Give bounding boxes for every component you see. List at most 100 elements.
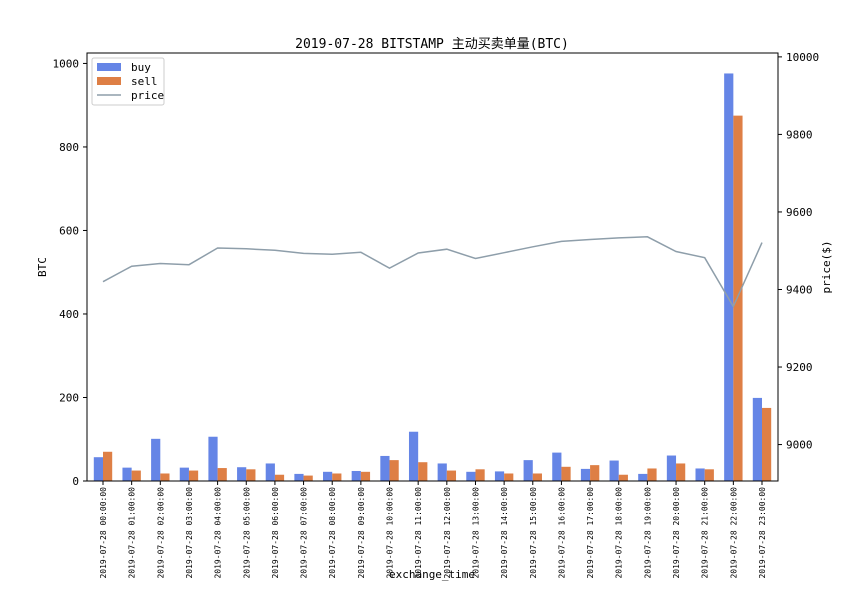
chart-title: 2019-07-28 BITSTAMP 主动买卖单量(BTC) xyxy=(295,37,569,52)
bar-sell xyxy=(446,470,457,481)
bar-sell xyxy=(131,470,141,481)
legend-label-buy: buy xyxy=(131,61,151,74)
bar-sell xyxy=(418,462,428,481)
bars-layer xyxy=(93,73,772,482)
x-tick-label: 2019-07-28 18:00:00 xyxy=(615,487,624,579)
y-tick-label: 0 xyxy=(72,475,79,488)
y2-tick-label: 9600 xyxy=(786,206,813,219)
bar-sell xyxy=(532,473,542,481)
bar-buy xyxy=(151,438,161,481)
x-tick-label: 2019-07-28 22:00:00 xyxy=(729,487,738,579)
x-axis-label: exchange_time xyxy=(389,568,475,581)
bar-buy xyxy=(437,463,447,481)
bar-buy xyxy=(237,467,247,481)
price-line xyxy=(102,236,763,309)
legend-swatch-sell xyxy=(97,77,121,85)
x-tick-label: 2019-07-28 06:00:00 xyxy=(271,487,280,579)
bar-buy xyxy=(179,467,189,481)
y2-tick-label: 9200 xyxy=(786,361,813,374)
bar-sell xyxy=(504,473,514,481)
bar-sell xyxy=(303,475,313,481)
bar-buy xyxy=(93,457,103,481)
bar-buy xyxy=(208,436,218,481)
bar-sell xyxy=(590,465,600,481)
bar-sell xyxy=(103,451,113,481)
x-tick-label: 2019-07-28 10:00:00 xyxy=(386,487,395,579)
bar-sell xyxy=(647,468,657,481)
bar-buy xyxy=(265,463,275,481)
bar-buy xyxy=(552,452,562,481)
x-tick-label: 2019-07-28 07:00:00 xyxy=(300,487,309,579)
bar-buy xyxy=(323,471,333,481)
bar-buy xyxy=(351,470,361,481)
bar-buy xyxy=(466,471,476,481)
x-tick-label: 2019-07-28 16:00:00 xyxy=(557,487,566,579)
bar-buy xyxy=(666,455,677,481)
y2-tick-label: 9400 xyxy=(786,283,813,296)
x-tick-label: 2019-07-28 14:00:00 xyxy=(500,487,509,579)
y-tick-label: 200 xyxy=(59,391,79,404)
x-tick-label: 2019-07-28 00:00:00 xyxy=(99,487,108,579)
y-axis-label: BTC xyxy=(36,257,49,277)
bar-sell xyxy=(246,469,256,481)
bar-buy xyxy=(494,471,505,481)
y-tick-label: 800 xyxy=(59,141,79,154)
bar-sell xyxy=(389,460,399,481)
bar-buy xyxy=(122,467,132,481)
bar-buy xyxy=(752,397,762,481)
x-tick-label: 2019-07-28 12:00:00 xyxy=(443,487,452,579)
bar-sell xyxy=(360,471,371,481)
x-tick-label: 2019-07-28 04:00:00 xyxy=(214,487,223,579)
bar-sell xyxy=(217,468,227,481)
x-tick-label: 2019-07-28 01:00:00 xyxy=(128,487,137,579)
legend-label-sell: sell xyxy=(131,75,158,88)
bar-sell xyxy=(733,115,743,481)
x-tick-label: 2019-07-28 02:00:00 xyxy=(156,487,165,579)
bar-sell xyxy=(274,474,285,481)
x-tick-label: 2019-07-28 09:00:00 xyxy=(357,487,366,579)
legend: buy sell price xyxy=(91,57,165,106)
bar-buy xyxy=(724,73,734,482)
bar-buy xyxy=(294,473,304,481)
price-line-layer xyxy=(102,236,763,309)
bar-sell xyxy=(618,474,628,481)
bar-sell xyxy=(704,469,714,481)
bar-sell xyxy=(332,473,342,481)
y2-axis-label: price($) xyxy=(820,241,833,294)
bar-buy xyxy=(638,473,648,481)
x-tick-label: 2019-07-28 15:00:00 xyxy=(529,487,538,579)
y2-tick-label: 9800 xyxy=(786,128,813,141)
bar-sell xyxy=(160,473,170,481)
bar-buy xyxy=(580,468,591,481)
legend-swatch-buy xyxy=(97,63,121,71)
y-tick-label: 600 xyxy=(59,224,79,237)
bar-sell xyxy=(188,470,199,481)
y2-tick-label: 9000 xyxy=(786,439,813,452)
x-tick-labels: 2019-07-28 00:00:00 2019-07-28 01:00:00 20… xyxy=(99,481,767,579)
y-tick-label: 1000 xyxy=(53,57,80,70)
bar-sell xyxy=(676,463,686,481)
legend-label-price: price xyxy=(131,89,164,102)
x-tick-label: 2019-07-28 19:00:00 xyxy=(643,487,652,579)
bar-sell xyxy=(475,469,485,481)
x-tick-label: 2019-07-28 03:00:00 xyxy=(185,487,194,579)
y2-tick-labels: 9000 9200 9400 9600 9800 10000 xyxy=(778,51,819,452)
y-tick-label: 400 xyxy=(59,308,79,321)
bar-buy xyxy=(408,431,419,481)
x-tick-label: 2019-07-28 08:00:00 xyxy=(328,487,337,579)
x-tick-label: 2019-07-28 23:00:00 xyxy=(758,487,767,579)
bar-buy xyxy=(695,468,705,481)
y-tick-labels: 0 200 400 600 800 1000 xyxy=(53,57,87,488)
bar-buy xyxy=(380,455,390,481)
bar-buy xyxy=(523,460,533,481)
x-tick-label: 2019-07-28 17:00:00 xyxy=(586,487,595,579)
y2-tick-label: 10000 xyxy=(786,51,819,64)
bar-sell xyxy=(561,466,571,481)
plot-frame xyxy=(86,52,779,482)
bar-sell xyxy=(762,407,772,481)
x-tick-label: 2019-07-28 20:00:00 xyxy=(672,487,681,579)
x-tick-label: 2019-07-28 05:00:00 xyxy=(242,487,251,579)
x-tick-label: 2019-07-28 21:00:00 xyxy=(701,487,710,579)
x-tick-label: 2019-07-28 11:00:00 xyxy=(414,487,423,579)
